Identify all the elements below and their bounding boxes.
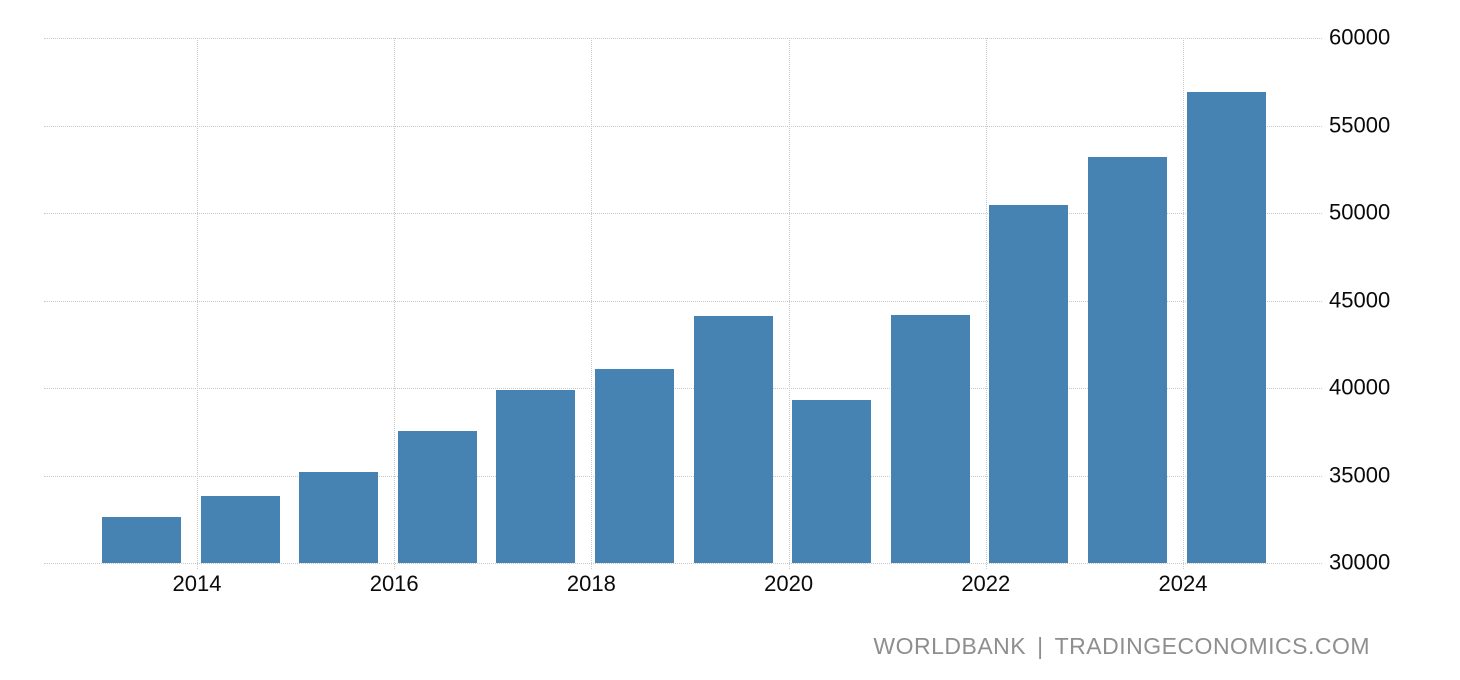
gridline-y-55000 xyxy=(44,125,1322,127)
gridline-y-45000 xyxy=(44,300,1322,302)
bar-2020[interactable] xyxy=(792,400,872,563)
bar-2019[interactable] xyxy=(693,316,773,563)
x-axis-label-2018: 2018 xyxy=(566,571,616,596)
watermark-source-label: WORLDBANK xyxy=(873,633,1027,659)
y-axis-label-55000: 55000 xyxy=(1329,111,1391,137)
bar-2015[interactable] xyxy=(299,472,379,563)
gridline-y-30000 xyxy=(44,563,1322,564)
bar-2024[interactable] xyxy=(1186,92,1266,563)
x-axis-label-2016: 2016 xyxy=(369,571,419,596)
gridline-x-2020 xyxy=(788,38,790,569)
bar-2022[interactable] xyxy=(989,205,1069,563)
y-axis-label-60000: 60000 xyxy=(1329,24,1391,50)
y-axis-label-40000: 40000 xyxy=(1329,374,1391,400)
y-axis-label-50000: 50000 xyxy=(1329,199,1391,225)
gridline-x-2022 xyxy=(985,38,987,569)
gridline-y-50000 xyxy=(44,213,1322,214)
watermark-link[interactable]: WORLDBANK | TRADINGECONOMICS.COM xyxy=(873,633,1370,660)
bar-2018[interactable] xyxy=(595,368,674,563)
bar-2013[interactable] xyxy=(102,516,181,563)
gridline-x-2016 xyxy=(394,38,396,569)
bar-2021[interactable] xyxy=(890,314,970,563)
y-axis-label-35000: 35000 xyxy=(1329,461,1391,487)
watermark-separator: | xyxy=(1037,633,1044,659)
y-axis-label-30000: 30000 xyxy=(1329,549,1391,575)
x-axis-label-2014: 2014 xyxy=(172,571,222,596)
watermark-site-label: TRADINGECONOMICS.COM xyxy=(1054,633,1370,659)
bar-2023[interactable] xyxy=(1088,157,1167,563)
x-axis-label-2020: 2020 xyxy=(764,571,814,596)
gridline-x-2024 xyxy=(1183,38,1184,569)
y-axis-label-45000: 45000 xyxy=(1329,286,1391,312)
gridline-y-40000 xyxy=(44,388,1322,389)
plot-area xyxy=(44,38,1322,569)
x-axis-label-2022: 2022 xyxy=(961,571,1011,596)
bar-2014[interactable] xyxy=(200,495,280,563)
gridline-x-2018 xyxy=(591,38,593,569)
x-axis-label-2024: 2024 xyxy=(1158,571,1208,596)
gridline-y-60000 xyxy=(44,38,1322,39)
gridline-x-2014 xyxy=(197,38,198,569)
bar-2016[interactable] xyxy=(397,430,477,563)
gridline-y-35000 xyxy=(44,475,1322,477)
bar-2017[interactable] xyxy=(496,389,576,563)
